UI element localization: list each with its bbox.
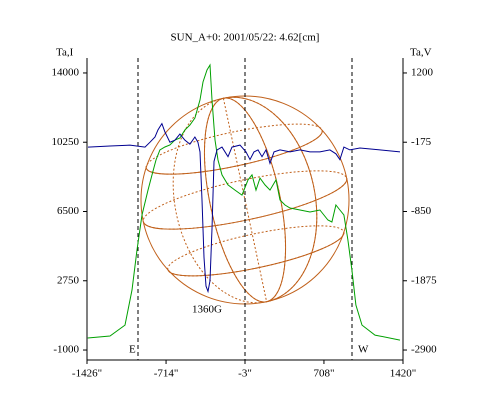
sun-grid xyxy=(142,96,348,304)
x-tick-label: -1426" xyxy=(72,368,102,380)
y-tick-label: 14000 xyxy=(52,66,80,78)
annotation: 1360G xyxy=(192,304,222,316)
x-tick-label: -714" xyxy=(154,368,179,380)
y2-tick-label: -175 xyxy=(411,136,432,148)
x-tick-label: 1420" xyxy=(390,368,417,380)
y2-tick-label: -850 xyxy=(411,205,432,217)
y2-tick-label: -1875 xyxy=(411,274,437,286)
y-tick-label: 10250 xyxy=(52,136,80,148)
y2-tick-label: 1200 xyxy=(411,66,434,78)
data-line xyxy=(87,63,401,341)
y-axis-label: Ta,I xyxy=(56,47,74,59)
limb-lines xyxy=(137,58,353,360)
y-tick-label: -1000 xyxy=(53,344,79,356)
chart-title: SUN_A+0: 2001/05/22: 4.62[cm] xyxy=(171,32,320,44)
y2-axis-label: Ta,V xyxy=(410,47,432,59)
y-tick-label: 2750 xyxy=(57,274,80,286)
annotation: W xyxy=(358,344,369,356)
y2-tick-label: -2900 xyxy=(411,344,437,356)
annotation: E xyxy=(129,344,136,356)
data-line xyxy=(87,122,401,294)
x-tick-label: 708" xyxy=(313,368,334,380)
x-tick-label: -3" xyxy=(238,368,252,380)
y-tick-label: 6500 xyxy=(57,205,80,217)
